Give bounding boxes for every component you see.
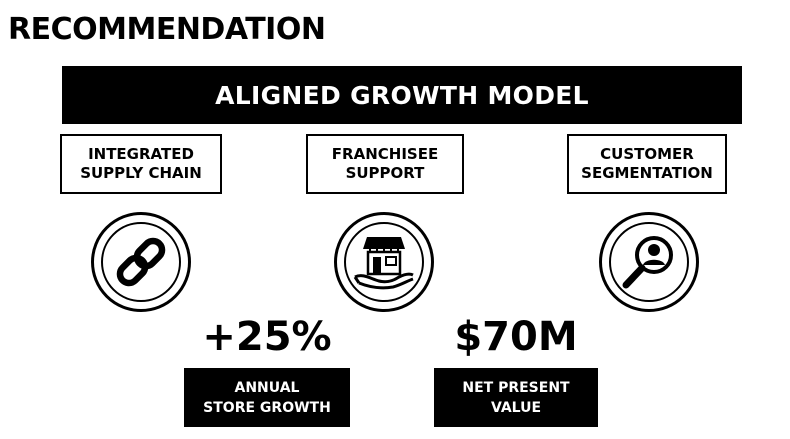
pillar-box-franchisee: FRANCHISEE SUPPORT [306,134,464,194]
storefront-glyph [353,237,414,290]
pillar-label-segmentation: CUSTOMER SEGMENTATION [581,145,713,182]
metric-value-npv: $70M [454,314,578,360]
metric-label-store-growth: ANNUAL STORE GROWTH [184,368,350,427]
metric-value-store-growth: +25% [202,314,332,360]
model-banner: ALIGNED GROWTH MODEL [62,66,742,124]
page-title: RECOMMENDATION [8,12,326,47]
model-banner-label: ALIGNED GROWTH MODEL [215,80,589,110]
storefront-in-hand-icon [334,212,434,312]
metric-label-npv: NET PRESENT VALUE [434,368,598,427]
pillar-label-franchisee: FRANCHISEE SUPPORT [331,145,439,182]
pillar-box-supply-chain: INTEGRATED SUPPLY CHAIN [60,134,222,194]
chain-link-icon [91,212,191,312]
chain-link-glyph [116,237,166,287]
pillar-box-segmentation: CUSTOMER SEGMENTATION [567,134,727,194]
magnifier-person-icon [599,212,699,312]
pillar-label-supply-chain: INTEGRATED SUPPLY CHAIN [80,145,202,182]
metric-label-npv-text: NET PRESENT VALUE [462,379,570,416]
metric-label-store-growth-text: ANNUAL STORE GROWTH [203,379,331,416]
magnifier-glyph [622,236,673,289]
